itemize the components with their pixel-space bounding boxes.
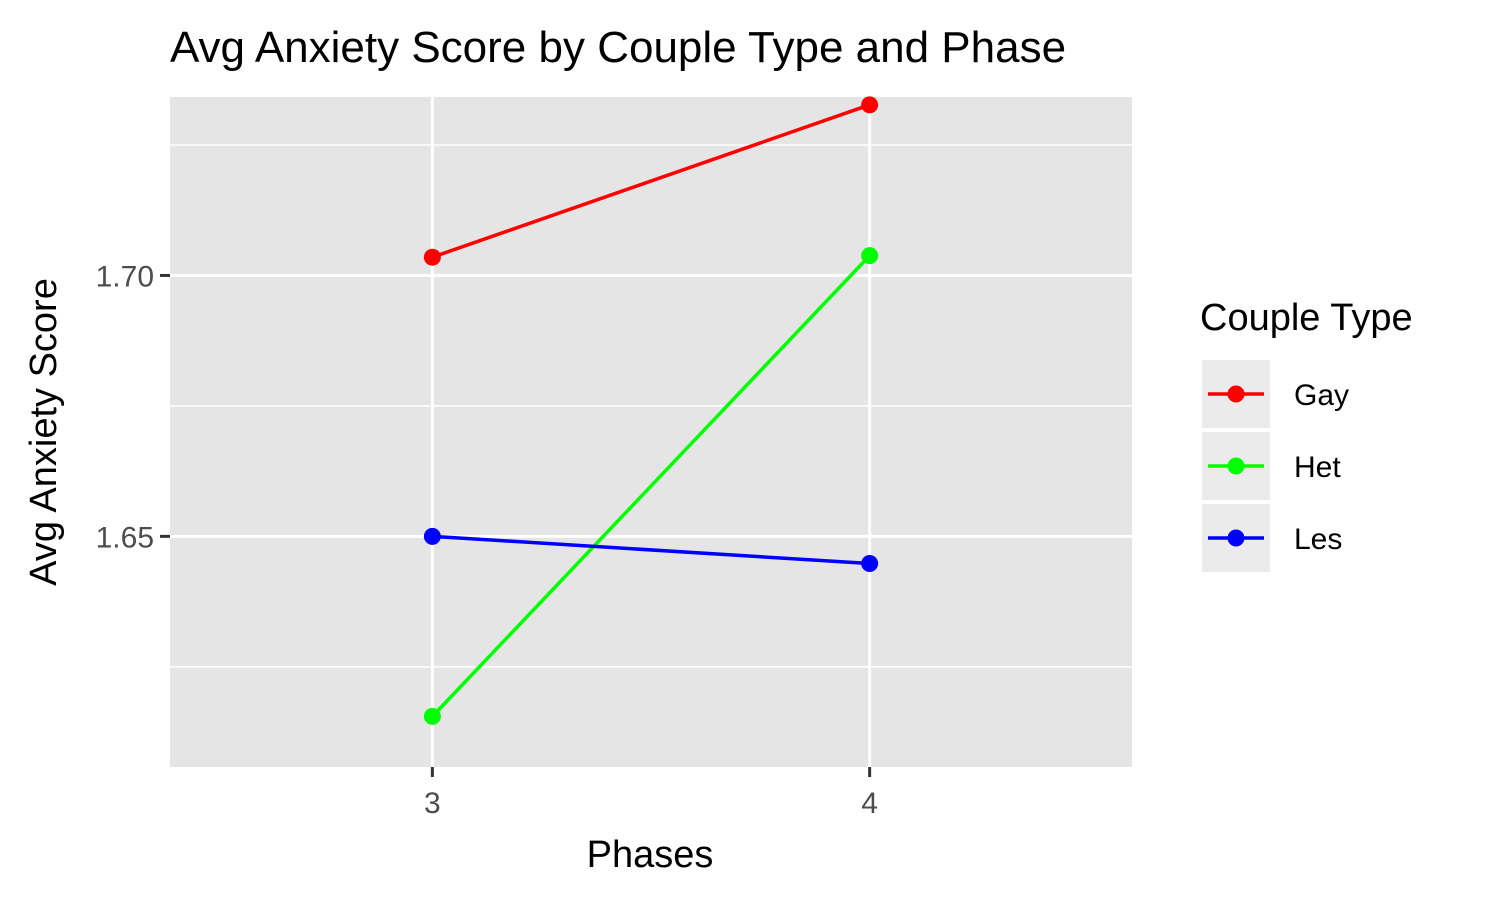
x-tick-label: 4 <box>861 787 878 820</box>
data-point <box>423 527 441 545</box>
x-axis-title: Phases <box>587 834 714 876</box>
data-point <box>423 707 441 725</box>
y-axis-title: Avg Anxiety Score <box>23 278 65 586</box>
axes: 1.65 1.70 3 4 <box>96 260 878 820</box>
legend-label: Gay <box>1294 379 1349 412</box>
data-point <box>423 248 441 266</box>
data-point <box>861 554 879 572</box>
plot-panel <box>170 97 1132 767</box>
series-line <box>432 534 870 566</box>
series-layer <box>423 96 879 725</box>
grid-lines <box>170 97 1132 767</box>
series-line <box>431 254 871 718</box>
data-point <box>861 247 879 265</box>
legend-label: Les <box>1294 523 1342 556</box>
legend-items: Gay Het Les <box>1202 360 1349 572</box>
legend-title: Couple Type <box>1200 297 1413 339</box>
y-tick-label: 1.70 <box>96 260 154 293</box>
chart-title: Avg Anxiety Score by Couple Type and Pha… <box>170 23 1066 72</box>
legend: Couple Type Gay Het Les <box>1200 297 1413 572</box>
legend-key-point <box>1227 385 1245 403</box>
legend-key-point <box>1227 457 1245 475</box>
legend-label: Het <box>1294 451 1341 484</box>
series-line <box>431 103 871 259</box>
y-tick-label: 1.65 <box>96 521 154 554</box>
x-tick-label: 3 <box>424 787 441 820</box>
data-point <box>861 96 879 114</box>
legend-key-point <box>1227 529 1245 547</box>
